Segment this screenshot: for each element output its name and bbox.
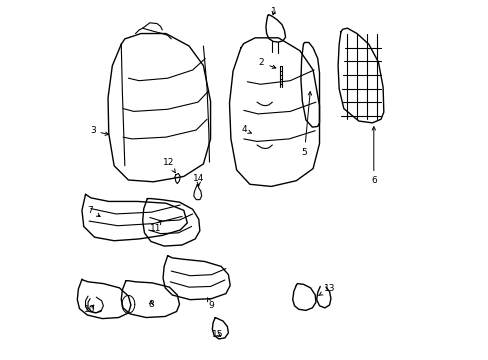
Text: 1: 1 — [270, 7, 276, 16]
Text: 12: 12 — [163, 158, 175, 173]
Text: 3: 3 — [90, 126, 108, 135]
Text: 4: 4 — [241, 126, 251, 135]
Text: 13: 13 — [318, 284, 335, 296]
Text: 11: 11 — [150, 221, 162, 233]
Text: 5: 5 — [301, 92, 311, 157]
Text: 9: 9 — [207, 298, 214, 310]
Text: 14: 14 — [193, 174, 204, 186]
Text: 8: 8 — [148, 300, 153, 309]
Text: 6: 6 — [370, 127, 376, 185]
Text: 7: 7 — [87, 206, 100, 216]
Text: 15: 15 — [211, 330, 223, 339]
Text: 2: 2 — [258, 58, 275, 68]
Text: 10: 10 — [84, 305, 96, 314]
